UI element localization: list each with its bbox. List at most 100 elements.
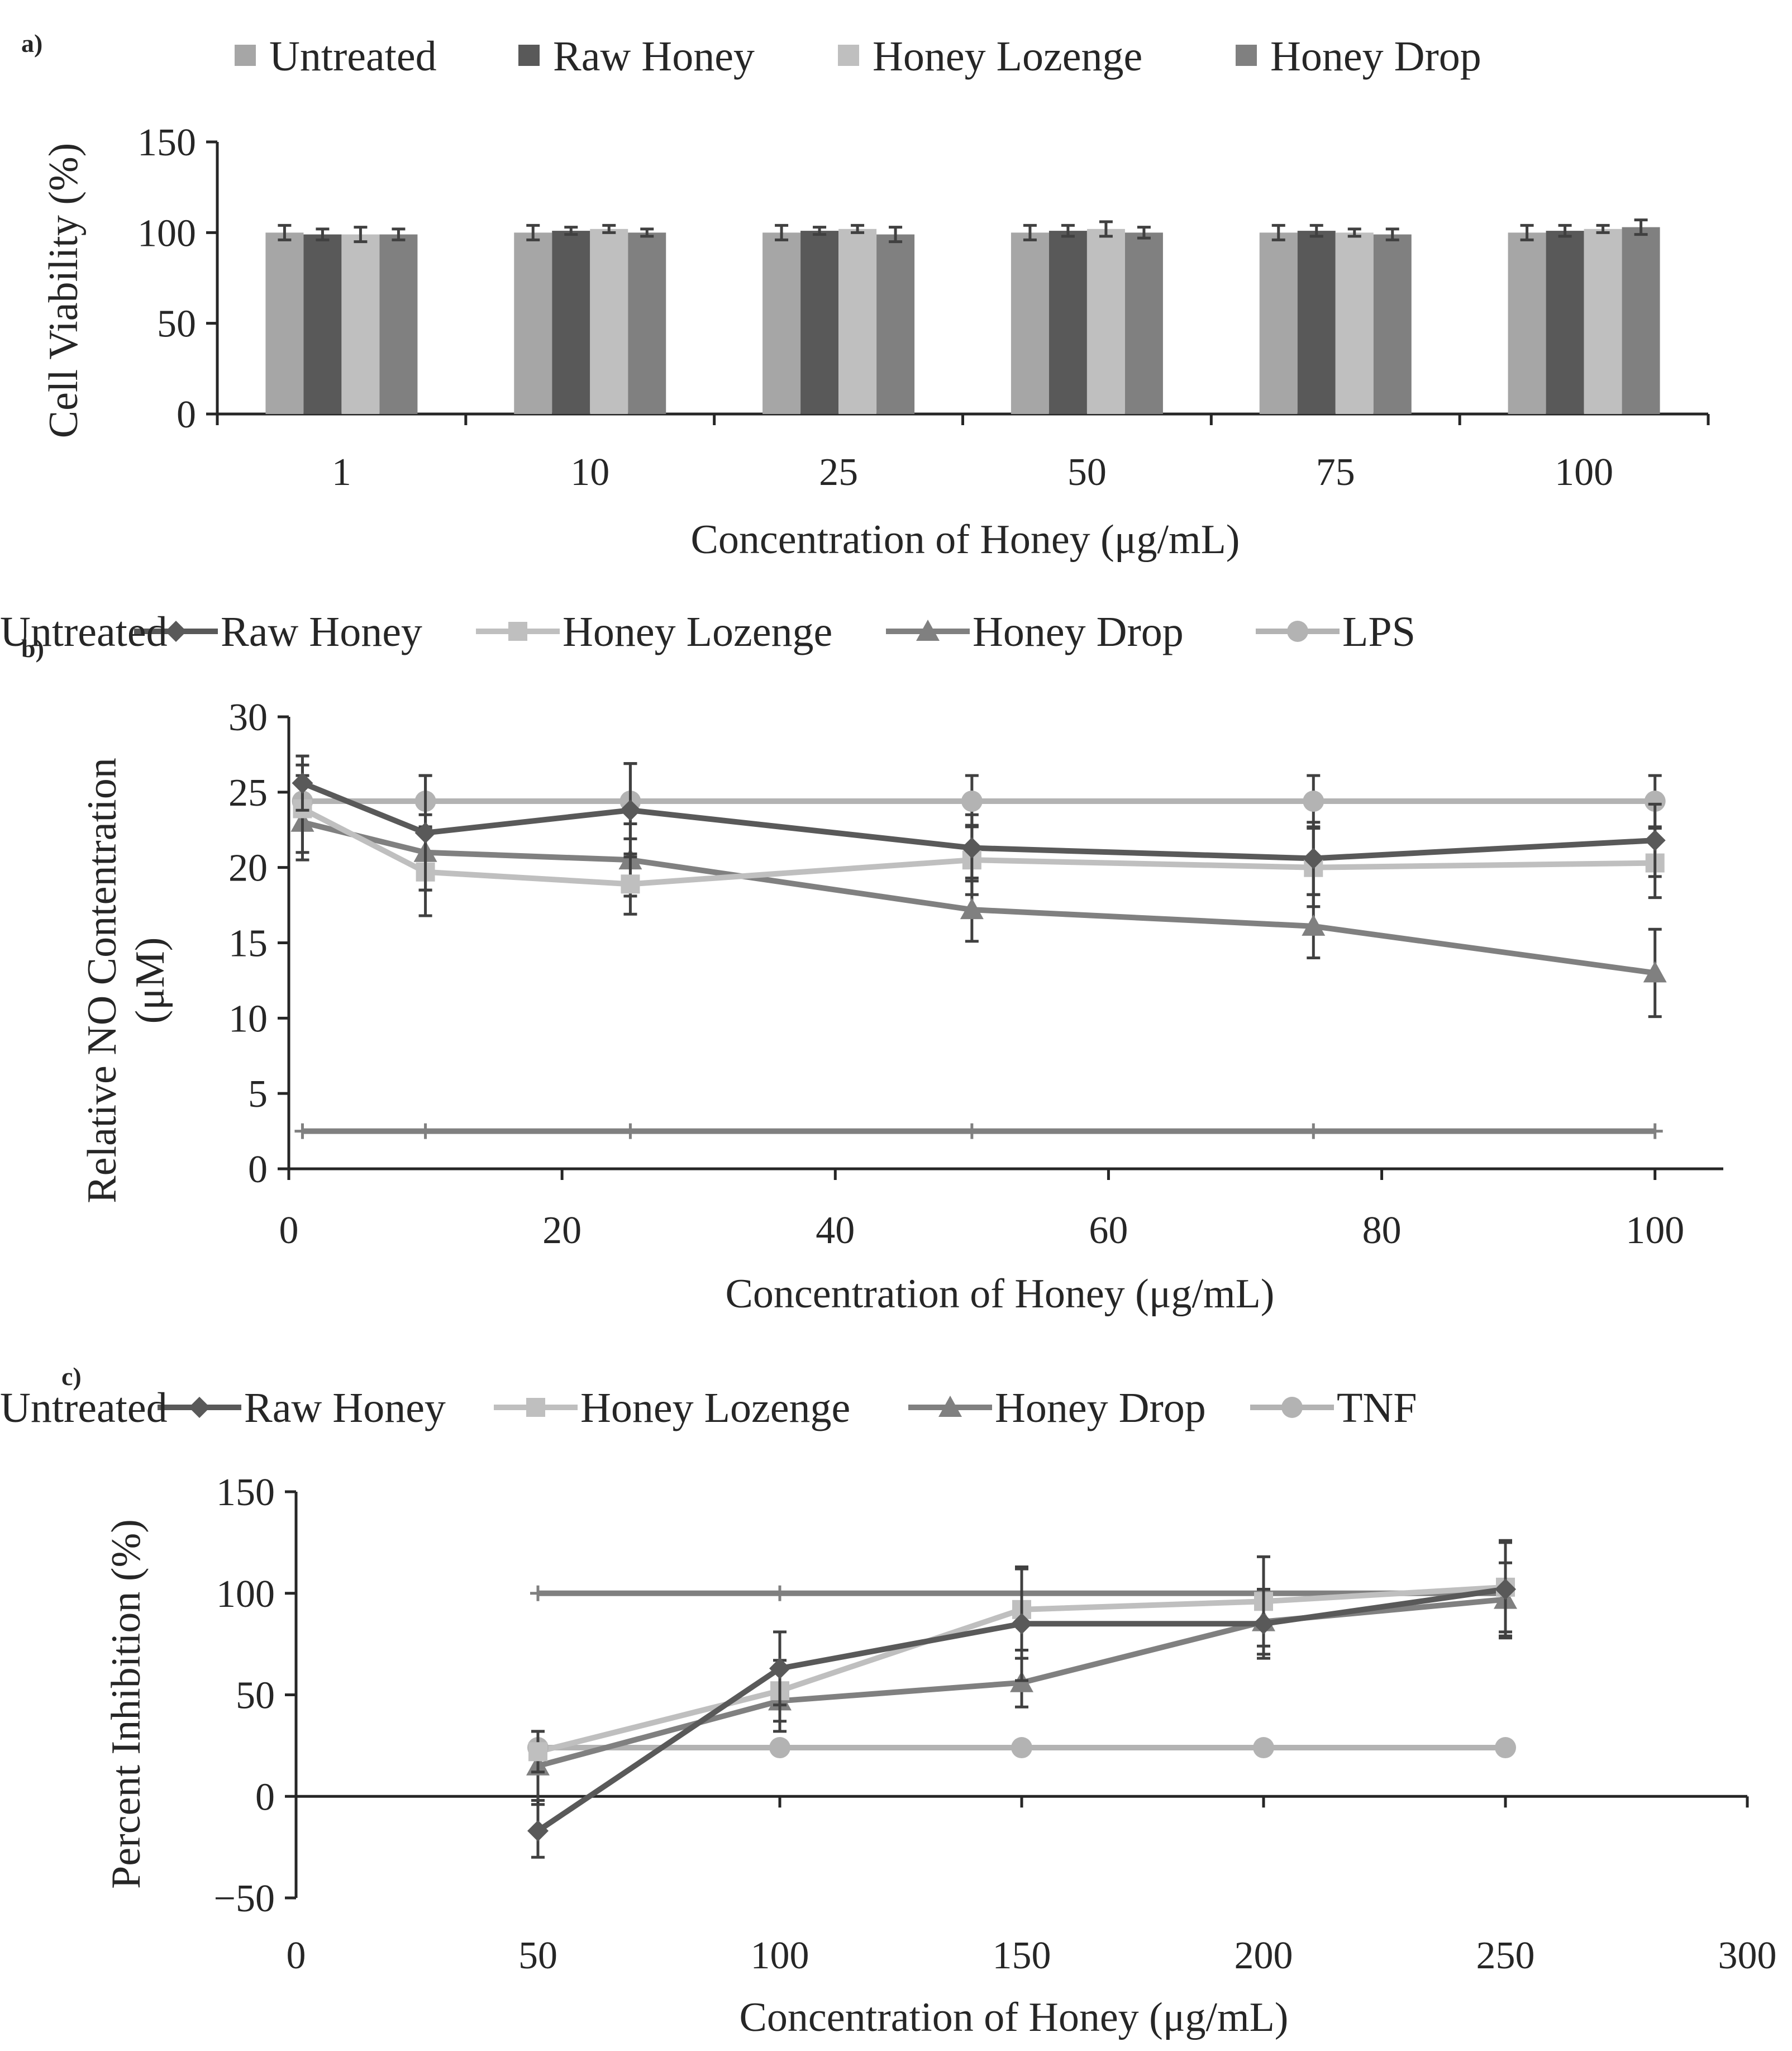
- panel-c-x-tick-label: 150: [993, 1934, 1051, 1977]
- panel-c-y-tick-label: 50: [236, 1674, 275, 1717]
- bar-honey-lozenge-75: [1335, 232, 1374, 414]
- panel-c-percent-inhibition-chart: c) Raw Honey Honey Lozenge Honey Drop TNF Un…: [0, 1362, 1777, 2040]
- bar-honey-lozenge-50: [1086, 229, 1125, 414]
- panel-c-legend-label-raw-honey: Raw Honey: [244, 1384, 446, 1431]
- panel-c-point-raw-honey-150: [1011, 1613, 1032, 1635]
- panel-b-legend-label-lps: LPS: [1342, 608, 1416, 655]
- panel-a-x-tick-label: 1: [332, 451, 351, 494]
- bar-untreated-10: [514, 232, 552, 414]
- bar-raw-honey-25: [800, 231, 839, 414]
- bar-untreated-100: [1508, 232, 1546, 414]
- panel-b-legend-marker-raw-honey: [165, 621, 187, 642]
- panel-b-point-lps-100: [1644, 791, 1666, 812]
- panel-c-point-raw-honey-200: [1253, 1613, 1274, 1635]
- error-bar-raw-honey-1: [316, 227, 330, 241]
- panel-a-axes: 0 50 100 150 1 10 25 50 75 100: [137, 121, 1710, 494]
- panel-b-y-tick-label: 30: [228, 696, 268, 739]
- panel-b-point-lps-50: [961, 791, 983, 812]
- panel-c-point-untreated-100: [772, 1585, 788, 1601]
- panel-c-legend-label-tnf: TNF: [1337, 1384, 1417, 1431]
- bar-honey-drop-25: [876, 234, 915, 414]
- error-bar-honey-drop-50: [1137, 226, 1151, 240]
- panel-b-y-axis-title-line1: Relative NO Contentration: [79, 758, 125, 1203]
- error-bar-untreated-25: [775, 223, 789, 241]
- panel-c-legend-marker-honey-lozenge: [526, 1398, 545, 1417]
- panel-c-point-tnf-100: [769, 1737, 790, 1759]
- panel-c-y-axis-title: Percent Inhibition (%): [103, 1519, 149, 1889]
- panel-b-y-tick-label: 25: [228, 772, 268, 815]
- panel-b-x-tick-label: 0: [279, 1209, 299, 1252]
- panel-b-y-tick-label: 5: [248, 1073, 268, 1116]
- panel-b-line-honey-drop: [302, 819, 1656, 976]
- panel-a-cell-viability-chart: a) Untreated Raw Honey Honey Lozenge Honey …: [21, 29, 1710, 563]
- panel-b-x-axis-title: Concentration of Honey (μg/mL): [726, 1271, 1275, 1317]
- panel-a-x-tick-label: 75: [1316, 451, 1355, 494]
- error-bar-untreated-75: [1271, 223, 1285, 241]
- panel-c-x-axis-title: Concentration of Honey (μg/mL): [740, 1995, 1289, 2040]
- panel-c-point-raw-honey-100: [769, 1658, 790, 1679]
- panel-b-point-untreated-75: [1305, 1123, 1322, 1139]
- panel-a-x-tick-label: 10: [570, 451, 609, 494]
- panel-c-legend-marker-honey-drop: [938, 1396, 962, 1417]
- error-bar-raw-honey-75: [1309, 223, 1323, 238]
- panel-b-point-untreated-1: [294, 1123, 311, 1139]
- panel-b-point-untreated-10: [417, 1123, 433, 1139]
- panel-b-point-honey-drop-75: [1302, 914, 1326, 936]
- panel-c-axes: −50 0 50 100 150 0 50 100 150 200 250 300: [214, 1471, 1777, 1977]
- panel-a-y-tick-label: 100: [137, 212, 196, 255]
- error-bar-raw-honey-10: [564, 226, 578, 236]
- panel-b-point-honey-lozenge-25: [621, 874, 640, 894]
- error-bar-honey-drop-25: [889, 226, 903, 244]
- panel-b-point-raw-honey-1: [292, 772, 313, 794]
- error-bar-raw-honey-50: [1061, 223, 1075, 238]
- panel-c-legend-marker-raw-honey: [189, 1397, 210, 1418]
- panel-b-no-concentration-chart: b) Raw Honey Honey Lozenge Honey Drop LPS Un…: [0, 608, 1723, 1317]
- panel-b-point-untreated-100: [1647, 1123, 1663, 1139]
- panel-b-x-tick-label: 80: [1362, 1209, 1402, 1252]
- error-bar-honey-lozenge-50: [1099, 220, 1113, 238]
- panel-b-point-untreated-50: [964, 1123, 980, 1139]
- bar-untreated-75: [1259, 232, 1298, 414]
- panel-c-legend: Raw Honey Honey Lozenge Honey Drop TNF Untre…: [0, 1384, 1417, 1431]
- panel-c-x-tick-label: 100: [751, 1934, 809, 1977]
- bar-untreated-50: [1011, 232, 1049, 414]
- error-bar-honey-lozenge-100: [1596, 223, 1610, 234]
- panel-c-point-untreated-50: [530, 1585, 546, 1601]
- bar-honey-lozenge-10: [590, 229, 628, 414]
- panel-b-point-honey-drop-100: [1643, 961, 1667, 983]
- panel-b-y-tick-label: 20: [228, 847, 268, 890]
- panel-b-legend-marker-lps: [1287, 621, 1308, 642]
- panel-b-point-raw-honey-10: [414, 822, 436, 844]
- panel-a-x-axis-title: Concentration of Honey (μg/mL): [691, 517, 1240, 563]
- bar-honey-lozenge-1: [341, 234, 380, 414]
- panel-a-y-tick-label: 0: [177, 393, 196, 436]
- error-bar-honey-drop-1: [392, 227, 406, 241]
- error-bar-untreated-50: [1023, 223, 1037, 241]
- bar-raw-honey-50: [1048, 231, 1087, 414]
- panel-b-point-lps-75: [1303, 791, 1324, 812]
- panel-b-series: [290, 754, 1667, 1139]
- bar-raw-honey-10: [552, 231, 590, 414]
- panel-b-y-axis-title-line2: (μM): [127, 938, 173, 1024]
- panel-b-x-tick-label: 100: [1626, 1209, 1684, 1252]
- panel-b-line-raw-honey: [301, 781, 1655, 862]
- panel-b-point-raw-honey-25: [619, 800, 641, 821]
- panel-b-legend-marker-honey-drop: [916, 620, 940, 641]
- legend-label-raw-honey: Raw Honey: [553, 33, 755, 80]
- panel-b-point-untreated-25: [622, 1123, 638, 1139]
- panel-b-point-raw-honey-50: [961, 837, 983, 859]
- panel-b-point-honey-drop-50: [960, 898, 984, 920]
- panel-b-x-tick-label: 40: [816, 1209, 855, 1252]
- panel-c-legend-label-honey-lozenge: Honey Lozenge: [580, 1384, 850, 1431]
- panel-a-x-tick-label: 100: [1555, 451, 1613, 494]
- error-bar-honey-lozenge-25: [851, 223, 865, 234]
- panel-c-point-raw-honey-250: [1495, 1578, 1516, 1600]
- panel-b-line-honey-lozenge: [301, 806, 1655, 887]
- panel-a-legend: Untreated Raw Honey Honey Lozenge Honey Dro…: [235, 33, 1481, 80]
- panel-c-point-tnf-150: [1011, 1737, 1032, 1759]
- panel-c-legend-label-untreated: Untreated: [0, 1384, 168, 1431]
- panel-c-x-tick-label: 250: [1476, 1934, 1535, 1977]
- error-bar-honey-drop-75: [1385, 227, 1399, 241]
- bar-honey-drop-1: [379, 234, 418, 414]
